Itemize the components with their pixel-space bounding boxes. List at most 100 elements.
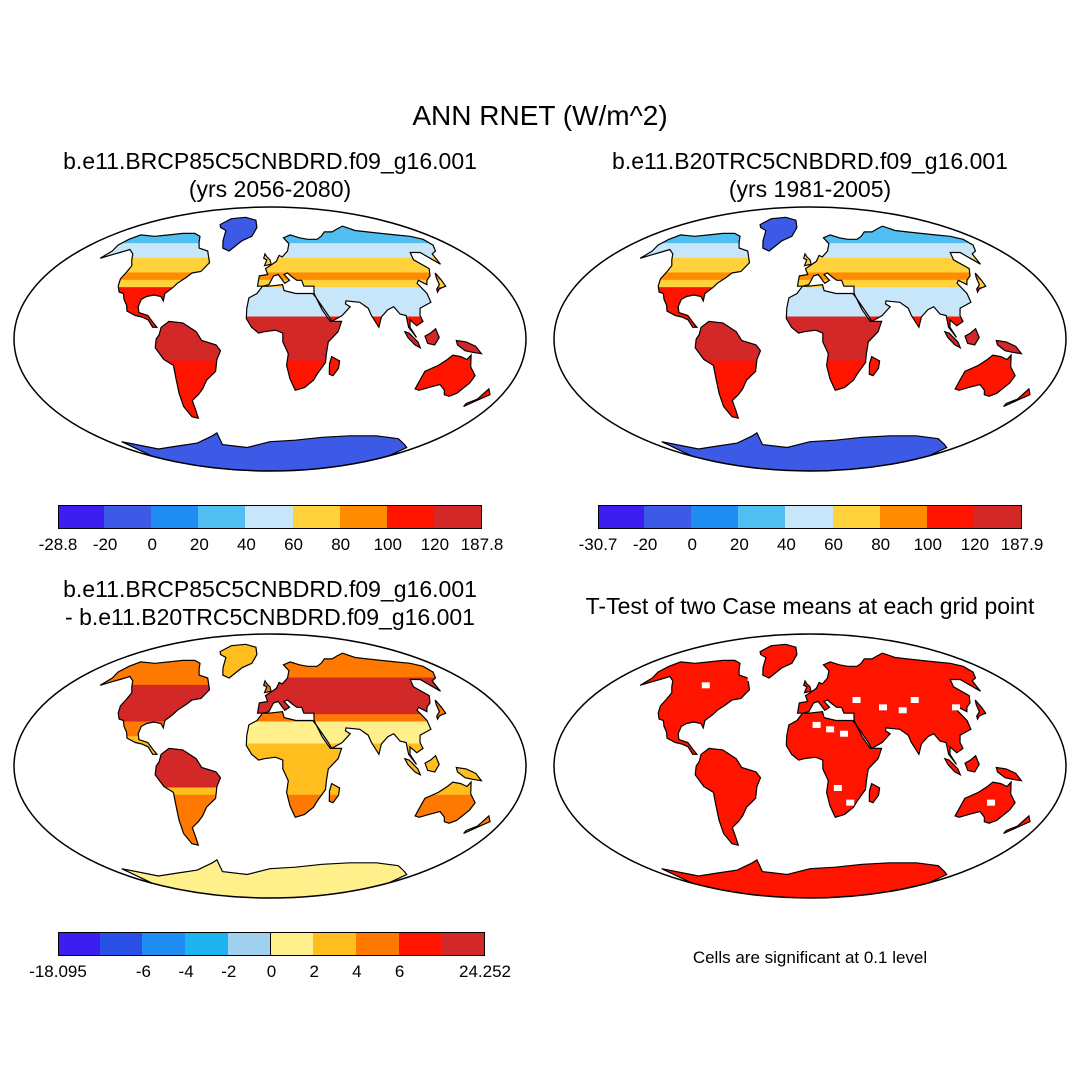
coastline-newguinea	[455, 766, 483, 782]
colorbar-box	[227, 932, 272, 956]
insignificant-cell	[852, 697, 861, 703]
panel-title-diff: b.e11.BRCP85C5CNBDRD.f09_g16.001 - b.e11…	[20, 575, 520, 631]
coastline-uk	[802, 252, 812, 267]
colorbar-box	[691, 505, 740, 529]
figure-title: ANN RNET (W/m^2)	[412, 100, 668, 131]
coastline-africa	[785, 711, 883, 819]
coastline-greenland	[219, 216, 258, 252]
colorbar-label: -28.8	[38, 535, 78, 554]
coastline-uk	[262, 679, 272, 694]
panel-title-test: b.e11.BRCP85C5CNBDRD.f09_g16.001 (yrs 20…	[20, 147, 520, 203]
coastline-australia	[954, 780, 1016, 824]
insignificant-cell	[951, 704, 960, 711]
map-border	[13, 206, 527, 472]
colorbar-label: 80	[331, 535, 351, 554]
colorbar-label: -30.7	[578, 535, 618, 554]
coastline-northAmerica	[639, 232, 751, 328]
colorbar-box	[58, 505, 106, 529]
colorbar-box	[151, 505, 200, 529]
colorbar-box	[441, 932, 485, 956]
coastline-africa	[785, 284, 883, 392]
panel-title-diff-line2: - b.e11.B20TRC5CNBDRD.f09_g16.001	[65, 604, 475, 630]
coastline-southAmerica	[694, 747, 762, 847]
colorbar-label: -4	[178, 962, 194, 981]
colorbar-box	[785, 505, 834, 529]
map-border	[13, 633, 527, 899]
coastline-northAmerica	[639, 659, 751, 755]
colorbar-label: 20	[729, 535, 749, 554]
colorbar-box	[58, 932, 101, 956]
colorbar-label: -18.095	[29, 962, 87, 981]
coastline-borneo	[424, 754, 440, 773]
colorbar-box	[398, 932, 443, 956]
colorbar-label: 20	[189, 535, 209, 554]
coastline-sumatra	[403, 757, 422, 777]
map-difference	[13, 633, 527, 899]
insignificant-cell	[839, 730, 848, 737]
map-control-case	[553, 206, 1067, 472]
colorbar-label: 60	[824, 535, 844, 554]
colorbar-label: 2	[309, 962, 319, 981]
panel-title-control: b.e11.B20TRC5CNBDRD.f09_g16.001 (yrs 198…	[560, 147, 1060, 203]
insignificant-cell	[833, 785, 842, 791]
colorbar-label: 100	[913, 535, 942, 554]
coastline-madagascar	[328, 782, 341, 804]
colorbar-control-case: -30.7 -20 0 20 40 60 80 100 120 187.9	[579, 505, 1043, 555]
colorbar-label: 120	[420, 535, 450, 554]
coastline-eurasia	[256, 652, 441, 765]
colorbar-box	[879, 505, 928, 529]
coastline-australia	[414, 353, 476, 397]
colorbar-label: 4	[352, 962, 362, 981]
colorbar-box	[339, 505, 388, 529]
coastline-newguinea	[455, 339, 483, 355]
coastline-sumatra	[403, 330, 422, 350]
colorbar-label: 80	[871, 535, 891, 554]
colorbar-box	[644, 505, 693, 529]
colorbar-label: -20	[632, 535, 658, 554]
coastline-japan	[434, 272, 447, 294]
coastline-southAmerica	[154, 320, 222, 420]
colorbar-box	[386, 505, 435, 529]
coastline-uk	[802, 679, 812, 694]
coastline-southAmerica	[154, 747, 222, 847]
panel-title-diff-line1: b.e11.BRCP85C5CNBDRD.f09_g16.001	[63, 576, 477, 602]
colorbar-box	[355, 932, 400, 956]
colorbar-box	[185, 932, 229, 956]
panel-title-ttest: T-Test of two Case means at each grid po…	[560, 592, 1060, 620]
coastline-sumatra	[943, 330, 962, 350]
panel-title-test-line1: b.e11.BRCP85C5CNBDRD.f09_g16.001	[63, 148, 477, 174]
colorbar-box	[926, 505, 975, 529]
colorbar-label: 24.252	[459, 962, 511, 981]
significance-note: Cells are significant at 0.1 level	[692, 948, 928, 967]
panel-title-ttest-line1: T-Test of two Case means at each grid po…	[585, 593, 1035, 619]
colorbar-box	[270, 932, 315, 956]
coastline-antarctica	[661, 859, 948, 898]
coastline-greenland	[219, 643, 258, 679]
coastline-newguinea	[995, 766, 1023, 782]
land-southAmerica	[155, 748, 221, 846]
colorbar-label: 100	[373, 535, 402, 554]
colorbar-box	[104, 505, 153, 529]
colorbar-label: 0	[266, 962, 277, 981]
colorbar-box	[313, 932, 357, 956]
coastline-australia	[414, 780, 476, 824]
coastline-borneo	[424, 327, 440, 346]
colorbar-label: 6	[394, 962, 405, 981]
insignificant-cell	[747, 675, 756, 681]
colorbar-box	[292, 505, 341, 529]
panel-title-control-line1: b.e11.B20TRC5CNBDRD.f09_g16.001	[612, 148, 1008, 174]
land-southAmerica	[695, 321, 761, 419]
colorbar-box	[433, 505, 482, 529]
map-test-case	[13, 206, 527, 472]
coastline-antarctica	[661, 432, 948, 471]
coastline-sumatra	[943, 757, 962, 777]
coastline-newguinea	[995, 339, 1023, 355]
colorbar-label: 40	[776, 535, 796, 554]
insignificant-cell	[812, 721, 821, 728]
colorbar-label: 60	[284, 535, 304, 554]
colorbar-label: -6	[135, 962, 151, 981]
coastline-japan	[434, 699, 447, 721]
coastline-australia	[954, 353, 1016, 397]
coastline-borneo	[964, 754, 980, 773]
insignificant-cell	[846, 799, 855, 806]
